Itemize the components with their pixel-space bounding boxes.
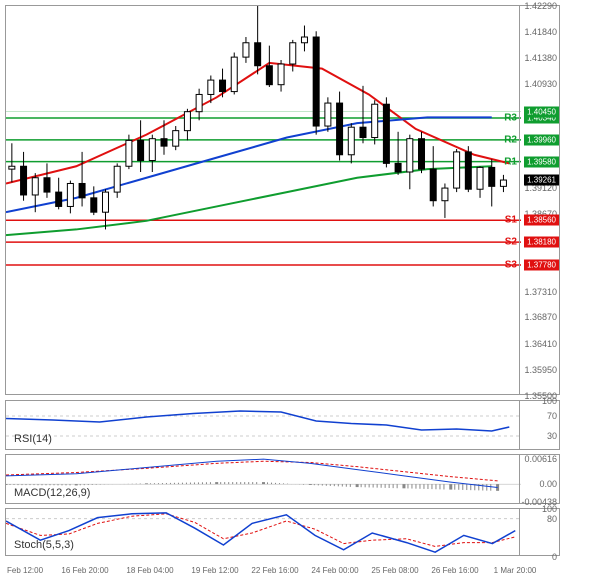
rsi-y-axis: 3070100	[519, 401, 559, 449]
price-chart[interactable]: 1.355001.359501.364101.368701.373101.386…	[5, 5, 560, 395]
macd-panel[interactable]: MACD(12,26,9) -0.004380.000.00616	[5, 454, 560, 504]
rsi-svg	[6, 401, 521, 451]
stoch-svg	[6, 509, 521, 557]
stoch-y-axis: 080100	[519, 509, 559, 555]
price-y-axis: 1.355001.359501.364101.368701.373101.386…	[519, 6, 559, 394]
stoch-label: Stoch(5,5,3)	[14, 539, 74, 551]
macd-y-axis: -0.004380.000.00616	[519, 455, 559, 503]
price-chart-svg	[6, 6, 521, 396]
rsi-label: RSI(14)	[14, 433, 52, 445]
stoch-panel[interactable]: Stoch(5,5,3) 080100	[5, 508, 560, 556]
macd-label: MACD(12,26,9)	[14, 487, 90, 499]
rsi-panel[interactable]: RSI(14) 3070100	[5, 400, 560, 450]
